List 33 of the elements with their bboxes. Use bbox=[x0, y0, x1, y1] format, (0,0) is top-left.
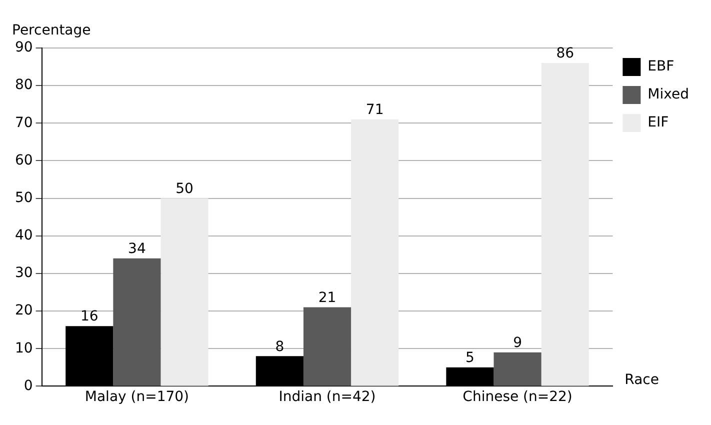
y-tick-label: 20 bbox=[14, 302, 33, 319]
data-label: 71 bbox=[366, 102, 384, 118]
legend-label: EBF bbox=[648, 58, 674, 75]
bar bbox=[113, 258, 161, 386]
legend-label: EIF bbox=[648, 114, 669, 131]
y-axis-title: Percentage bbox=[12, 22, 91, 39]
y-tick-label: 80 bbox=[14, 77, 33, 94]
x-tick-label: Chinese (n=22) bbox=[462, 389, 572, 406]
data-label: 34 bbox=[128, 241, 146, 258]
y-tick-label: 0 bbox=[24, 378, 33, 394]
data-label: 5 bbox=[466, 350, 474, 366]
data-label: 50 bbox=[176, 180, 194, 197]
bar bbox=[351, 119, 399, 386]
y-tick-label: 70 bbox=[14, 114, 33, 131]
bar bbox=[541, 63, 589, 386]
legend-label: Mixed bbox=[648, 86, 690, 103]
y-tick-label: 50 bbox=[14, 190, 33, 206]
x-axis-title: Race bbox=[624, 372, 659, 388]
data-label: 86 bbox=[556, 46, 574, 62]
y-tick-label: 40 bbox=[14, 228, 33, 244]
y-tick-label: 30 bbox=[14, 265, 33, 282]
x-tick-label: Malay (n=170) bbox=[84, 389, 190, 406]
bar bbox=[160, 198, 208, 386]
y-tick-label: 10 bbox=[14, 340, 33, 356]
data-label: 9 bbox=[513, 335, 522, 352]
x-tick-label: Indian (n=42) bbox=[278, 389, 376, 406]
bar bbox=[494, 352, 542, 386]
y-tick-label: 90 bbox=[14, 40, 33, 56]
data-label: 8 bbox=[275, 338, 284, 355]
bar bbox=[303, 307, 352, 386]
y-tick-label: 60 bbox=[14, 152, 33, 168]
data-label: 21 bbox=[318, 290, 336, 306]
data-label: 16 bbox=[80, 308, 98, 325]
